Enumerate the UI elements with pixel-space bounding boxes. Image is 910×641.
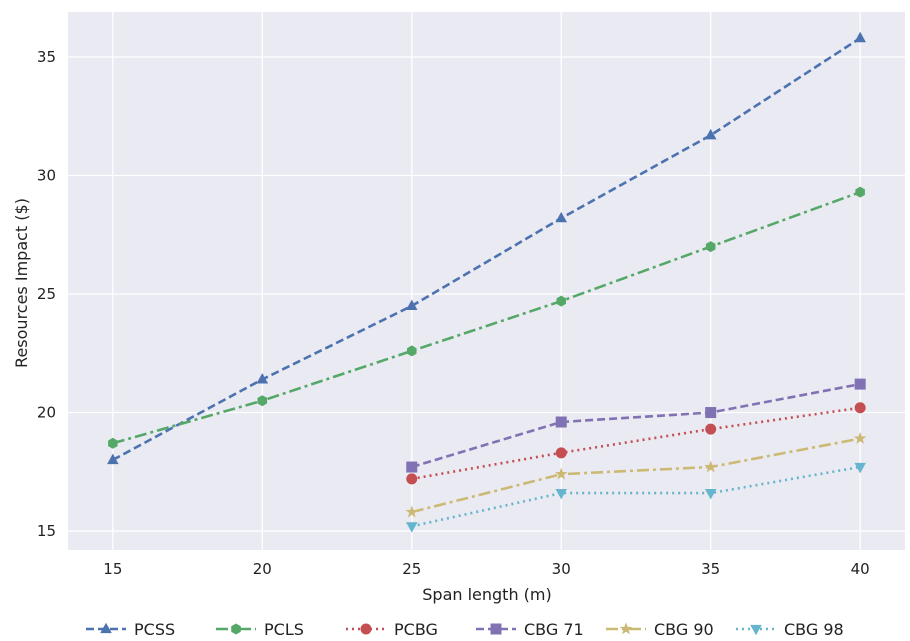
legend: PCSS PCLS PCBG CBG 71 CBG 90 CBG 98: [86, 620, 844, 639]
legend-item-2: PCLS: [216, 620, 304, 639]
legend-item-4: CBG 71: [476, 620, 584, 639]
y-tick-label: 15: [37, 522, 56, 540]
legend-item-3: PCBG: [346, 620, 438, 639]
series-line-3: [411, 406, 861, 481]
data-point-series-4: [406, 461, 418, 473]
legend-label: PCLS: [264, 620, 304, 637]
data-point-series-2: [407, 345, 417, 357]
data-point-series-2: [705, 241, 716, 253]
data-point-series-4: [705, 407, 717, 419]
grid: [68, 12, 905, 550]
y-tick-label: 35: [37, 48, 56, 66]
data-point-series-3: [406, 473, 418, 485]
data-point-series-2: [108, 437, 118, 449]
data-point-series-5: [704, 460, 717, 473]
series-line-6: [411, 465, 861, 528]
x-tick-label: 15: [103, 560, 122, 578]
series-lines: [112, 37, 861, 528]
series-line-4: [411, 382, 861, 469]
data-point-series-2: [556, 295, 566, 307]
data-point-series-1: [854, 31, 866, 43]
data-point-series-5: [555, 467, 568, 480]
legend-label: PCBG: [394, 620, 438, 637]
data-point-series-6: [704, 489, 717, 500]
x-tick-label: 30: [552, 560, 571, 578]
data-point-series-4: [854, 378, 866, 390]
y-tick-label: 25: [37, 285, 56, 303]
legend-label: PCSS: [134, 620, 175, 637]
data-point-series-2: [855, 186, 865, 198]
legend-label: CBG 98: [784, 620, 844, 637]
data-point-series-3: [854, 402, 866, 414]
data-point-series-1: [256, 373, 269, 384]
data-point-series-1: [555, 211, 567, 223]
data-point-series-6: [555, 489, 567, 500]
data-point-series-1: [107, 453, 119, 465]
series-line-2: [112, 190, 861, 445]
data-point-series-2: [257, 395, 268, 407]
legend-marker-swatch: [231, 623, 241, 635]
legend-marker-swatch: [490, 623, 502, 635]
data-point-series-1: [406, 299, 418, 310]
legend-marker-swatch: [619, 622, 633, 635]
x-axis-label: Span length (m): [422, 585, 552, 604]
legend-marker-swatch: [100, 622, 112, 634]
x-tick-label: 35: [701, 560, 720, 578]
series-line-1: [112, 37, 861, 462]
series-line-5: [411, 437, 861, 514]
x-tick-label: 20: [253, 560, 272, 578]
data-point-series-3: [705, 423, 717, 435]
data-point-series-1: [704, 128, 717, 140]
legend-marker-swatch: [360, 623, 372, 635]
plot-area: [68, 12, 905, 550]
x-tick-label: 40: [851, 560, 870, 578]
data-point-series-5: [853, 432, 867, 444]
legend-label: CBG 90: [654, 620, 714, 637]
data-point-series-6: [854, 462, 866, 474]
data-markers: [107, 31, 867, 533]
tick-labels: 15 20 25 30 35 40 15 20 25 30 35: [37, 48, 870, 578]
x-tick-label: 25: [402, 560, 421, 578]
legend-label: CBG 71: [524, 620, 584, 637]
data-point-series-3: [555, 447, 567, 459]
data-point-series-5: [405, 505, 418, 518]
y-tick-label: 20: [37, 404, 56, 422]
legend-marker-swatch: [750, 624, 762, 636]
data-point-series-6: [406, 522, 418, 533]
data-point-series-4: [555, 416, 567, 428]
legend-item-1: PCSS: [86, 620, 175, 639]
legend-item-5: CBG 90: [606, 620, 714, 639]
legend-item-6: CBG 98: [736, 620, 844, 639]
y-tick-label: 30: [37, 167, 56, 185]
y-axis-label: Resources Impact ($): [12, 198, 31, 368]
